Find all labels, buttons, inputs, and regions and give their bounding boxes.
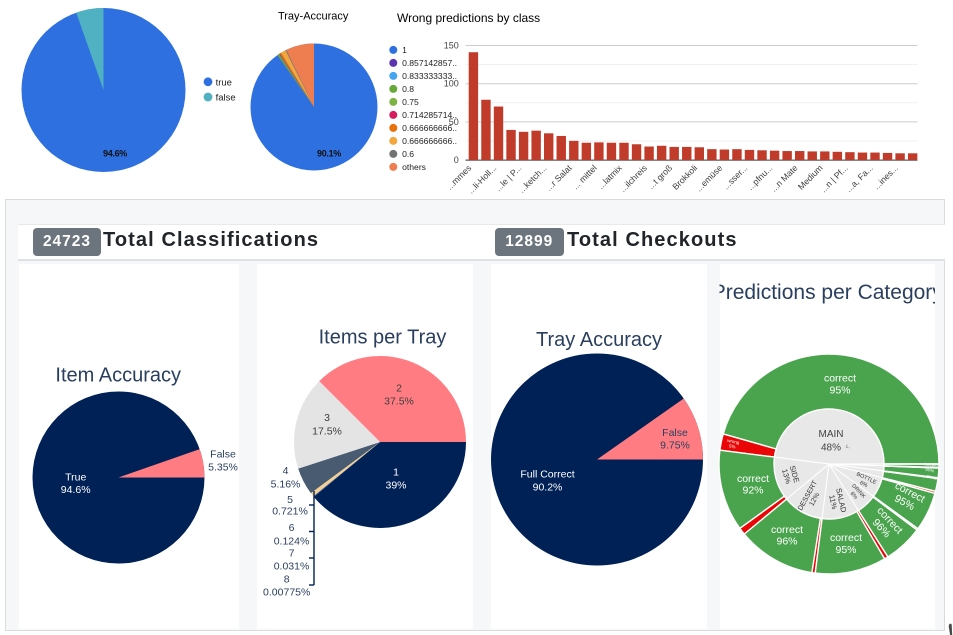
svg-text:MAIN: MAIN bbox=[819, 429, 844, 440]
svg-text:0.666666666..: 0.666666666.. bbox=[402, 136, 457, 146]
svg-text:5.35%: 5.35% bbox=[208, 462, 238, 474]
svg-text:95%: 95% bbox=[829, 385, 850, 397]
svg-text:0: 0 bbox=[454, 155, 459, 165]
svg-text:100: 100 bbox=[444, 79, 459, 89]
svg-text:4: 4 bbox=[283, 465, 289, 477]
svg-text:false: false bbox=[216, 93, 236, 104]
svg-text:Wrong predictions by class: Wrong predictions by class bbox=[397, 11, 540, 25]
svg-text:94.6%: 94.6% bbox=[103, 149, 127, 159]
svg-text:correct: correct bbox=[737, 473, 769, 485]
svg-text:11%: 11% bbox=[827, 494, 839, 510]
svg-text:95%: 95% bbox=[925, 466, 935, 473]
svg-text:5: 5 bbox=[287, 494, 293, 506]
svg-text:5%: 5% bbox=[729, 443, 736, 449]
svg-text:Item Accuracy: Item Accuracy bbox=[55, 364, 181, 386]
svg-text:...ilchreis: ...ilchreis bbox=[618, 162, 650, 194]
svg-text:9.75%: 9.75% bbox=[660, 440, 690, 452]
svg-text:6%: 6% bbox=[849, 491, 859, 501]
svg-text:7: 7 bbox=[289, 548, 295, 560]
svg-text:0.8: 0.8 bbox=[402, 84, 414, 94]
svg-text:Tray Accuracy: Tray Accuracy bbox=[536, 329, 662, 351]
svg-text:others: others bbox=[402, 162, 426, 172]
svg-text:0.857142857..: 0.857142857.. bbox=[402, 58, 457, 68]
svg-text:17.5%: 17.5% bbox=[312, 426, 342, 438]
svg-text:correct: correct bbox=[830, 532, 862, 544]
svg-text:wrong: wrong bbox=[727, 438, 741, 446]
svg-text:true: true bbox=[216, 77, 232, 88]
svg-text:correct: correct bbox=[824, 373, 856, 385]
svg-text:Predictions per Category: Predictions per Category bbox=[712, 281, 944, 304]
svg-text:...ines...: ...ines... bbox=[871, 163, 900, 192]
svg-text:1: 1 bbox=[402, 45, 407, 55]
svg-text:0.6: 0.6 bbox=[402, 149, 414, 159]
svg-text:0.00775%: 0.00775% bbox=[263, 587, 310, 599]
svg-text:0.124%: 0.124% bbox=[274, 536, 310, 548]
svg-text:90.1%: 90.1% bbox=[317, 149, 341, 159]
svg-text:correct: correct bbox=[926, 473, 941, 482]
svg-text:50: 50 bbox=[449, 117, 459, 127]
svg-text:... mittel: ... mittel bbox=[570, 163, 599, 192]
svg-text:correct: correct bbox=[771, 524, 803, 536]
svg-text:90.2%: 90.2% bbox=[533, 482, 563, 494]
svg-text:1..: 1.. bbox=[845, 444, 850, 449]
svg-text:...r Salat: ...r Salat bbox=[544, 162, 574, 192]
svg-text:39%: 39% bbox=[385, 480, 406, 492]
svg-text:0.75: 0.75 bbox=[402, 97, 419, 107]
svg-text:95%: 95% bbox=[835, 544, 856, 556]
svg-text:2: 2 bbox=[396, 383, 402, 395]
svg-text:...emüse: ...emüse bbox=[694, 163, 725, 194]
svg-text:0.666666666..: 0.666666666.. bbox=[402, 123, 457, 133]
svg-text:150: 150 bbox=[444, 40, 459, 50]
svg-text:correct: correct bbox=[924, 461, 939, 469]
svg-text:...n Mate: ...n Mate bbox=[769, 163, 800, 194]
svg-text:False: False bbox=[662, 427, 688, 439]
svg-text:96%: 96% bbox=[776, 536, 797, 548]
svg-text:...t groß: ...t groß bbox=[646, 163, 674, 191]
svg-text:1: 1 bbox=[393, 467, 399, 479]
svg-text:92%: 92% bbox=[742, 485, 763, 497]
svg-text:True: True bbox=[65, 472, 86, 484]
svg-text:...ketch...: ...ketch... bbox=[517, 163, 549, 195]
svg-text:False: False bbox=[210, 449, 236, 461]
svg-text:94.6%: 94.6% bbox=[61, 484, 91, 496]
svg-text:0.721%: 0.721% bbox=[272, 506, 308, 518]
svg-text:13%: 13% bbox=[780, 468, 793, 485]
svg-text:...a, Fa...: ...a, Fa... bbox=[844, 163, 875, 194]
svg-text:5.16%: 5.16% bbox=[271, 479, 301, 491]
svg-text:Items per Tray: Items per Tray bbox=[319, 327, 447, 349]
svg-text:0.833333333..: 0.833333333.. bbox=[402, 71, 457, 81]
svg-text:8: 8 bbox=[284, 574, 290, 586]
svg-text:0.714285714..: 0.714285714.. bbox=[402, 110, 457, 120]
svg-text:0.031%: 0.031% bbox=[274, 561, 310, 573]
svg-text:37.5%: 37.5% bbox=[384, 396, 414, 408]
svg-text:6: 6 bbox=[289, 522, 295, 534]
svg-text:48%: 48% bbox=[821, 443, 841, 454]
svg-text:6%: 6% bbox=[859, 480, 869, 489]
svg-text:3: 3 bbox=[324, 412, 330, 424]
svg-text:...sser...: ...sser... bbox=[721, 163, 750, 192]
svg-text:Tray-Accuracy: Tray-Accuracy bbox=[278, 10, 349, 22]
svg-text:Full Correct: Full Correct bbox=[520, 469, 574, 481]
